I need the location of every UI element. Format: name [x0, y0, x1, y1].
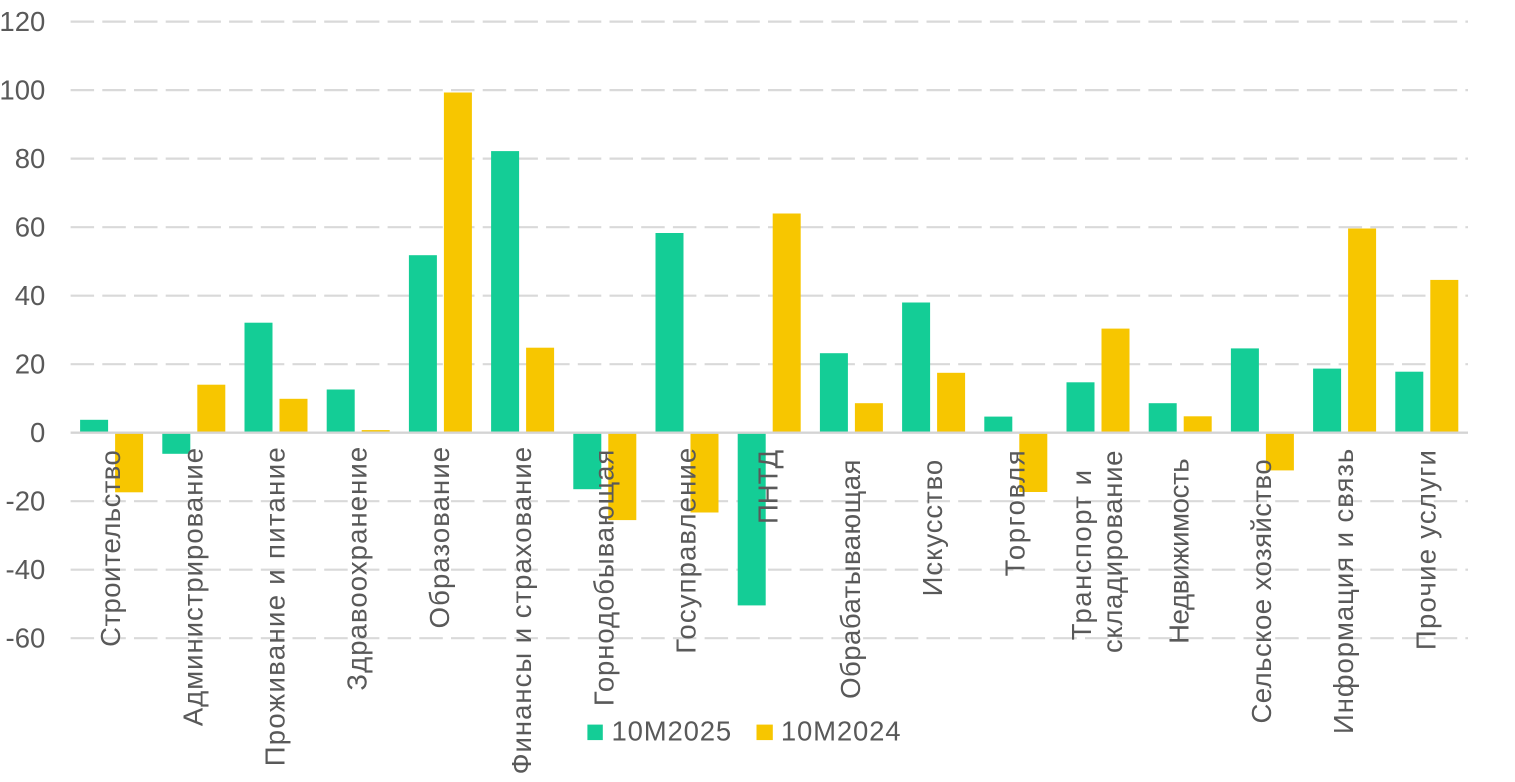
svg-text:60: 60 — [15, 211, 46, 242]
svg-text:Образование: Образование — [424, 446, 455, 629]
svg-text:Администрирование: Администрирование — [177, 447, 208, 726]
svg-text:Искусство: Искусство — [917, 459, 948, 596]
svg-text:ПНТД: ПНТД — [753, 450, 784, 525]
svg-text:складирование: складирование — [1097, 450, 1128, 653]
svg-text:10М2024: 10М2024 — [781, 716, 901, 747]
svg-text:-40: -40 — [6, 554, 46, 585]
svg-text:Проживание и питание: Проживание и питание — [260, 446, 291, 766]
svg-text:Строительство: Строительство — [95, 450, 126, 647]
svg-text:Госуправление: Госуправление — [671, 447, 702, 654]
svg-text:Торговля: Торговля — [999, 449, 1030, 577]
svg-text:80: 80 — [15, 143, 46, 174]
svg-text:120: 120 — [0, 6, 45, 37]
svg-text:Информация и связь: Информация и связь — [1328, 448, 1359, 734]
svg-text:10М2025: 10М2025 — [612, 716, 732, 747]
svg-text:40: 40 — [15, 280, 46, 311]
svg-text:-20: -20 — [6, 485, 46, 516]
svg-text:Прочие услуги: Прочие услуги — [1410, 449, 1441, 650]
svg-text:100: 100 — [0, 74, 45, 105]
svg-text:Недвижимость: Недвижимость — [1164, 459, 1195, 644]
svg-text:Финансы и страхование: Финансы и страхование — [506, 446, 537, 774]
svg-text:Здравоохранение: Здравоохранение — [342, 446, 373, 691]
svg-text:Обрабатывающая: Обрабатывающая — [835, 459, 866, 699]
svg-text:-60: -60 — [6, 622, 46, 653]
svg-text:Горнодобывающая: Горнодобывающая — [588, 449, 619, 706]
svg-text:Транспорт и: Транспорт и — [1066, 468, 1097, 640]
svg-text:0: 0 — [30, 417, 45, 448]
svg-text:Сельское хозяйство: Сельское хозяйство — [1246, 459, 1277, 724]
svg-text:20: 20 — [15, 348, 46, 379]
